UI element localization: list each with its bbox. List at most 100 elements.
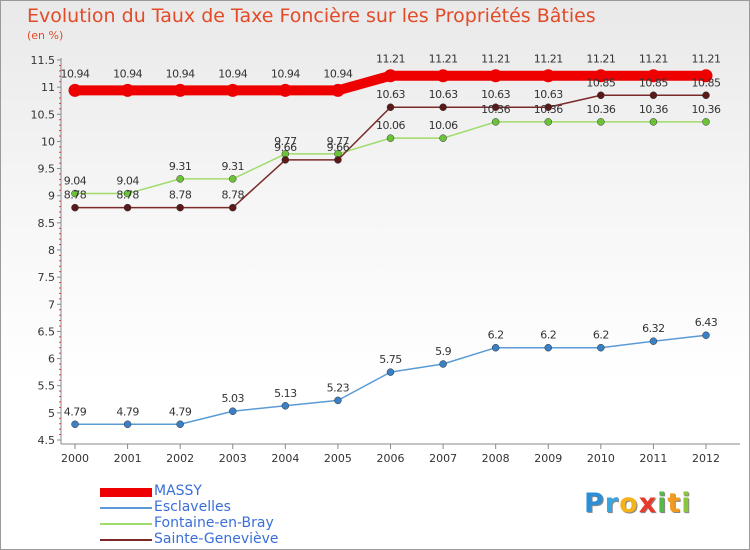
data-point	[229, 407, 237, 415]
data-point	[71, 420, 79, 429]
x-tick-label: 2010	[587, 452, 615, 465]
data-point	[702, 91, 710, 100]
data-point	[71, 189, 79, 198]
legend-swatch	[100, 539, 152, 541]
data-point	[384, 69, 397, 83]
data-label: 11.21	[692, 53, 721, 66]
data-label: 10.06	[429, 119, 458, 132]
data-point	[544, 118, 552, 126]
x-tick-label: 2012	[692, 452, 720, 465]
data-point	[123, 203, 132, 212]
data-label: 10.94	[166, 67, 195, 80]
legend-item: Esclavelles	[100, 499, 360, 516]
data-label: 11.21	[429, 53, 458, 66]
y-tick-label: 8	[48, 244, 55, 257]
data-point	[68, 83, 82, 97]
y-tick-label: 5	[48, 407, 55, 420]
data-point	[699, 69, 713, 83]
data-label: 4.79	[64, 405, 87, 418]
y-tick-label: 6	[48, 353, 55, 366]
y-tick-label: 9	[48, 190, 55, 203]
data-point	[121, 83, 135, 97]
data-label: 4.79	[169, 405, 192, 418]
data-label: 8.78	[169, 189, 192, 202]
data-label: 10.36	[534, 103, 563, 116]
legend-item: MASSY	[100, 483, 360, 500]
data-point	[229, 203, 237, 212]
data-point	[544, 103, 552, 111]
data-point	[334, 396, 342, 405]
data-point	[281, 402, 290, 410]
data-label: 10.85	[586, 76, 615, 89]
legend-label: Fontaine-en-Bray	[154, 515, 274, 531]
data-label: 6.2	[488, 329, 504, 342]
data-point	[489, 69, 503, 83]
y-tick-label: 8.5	[38, 217, 56, 230]
data-label: 9.04	[116, 175, 139, 188]
x-tick-label: 2006	[377, 452, 405, 465]
data-label: 5.03	[222, 392, 245, 405]
legend-swatch	[100, 523, 152, 525]
data-point	[123, 189, 132, 198]
data-label: 8.78	[116, 189, 139, 202]
data-label: 9.77	[327, 135, 350, 148]
data-point	[597, 343, 605, 352]
x-tick-label: 2003	[219, 452, 247, 465]
x-tick-label: 2002	[166, 452, 194, 465]
data-label: 10.63	[481, 88, 510, 101]
unit-label: (en %)	[27, 29, 64, 42]
data-point	[331, 83, 345, 97]
data-label: 9.66	[274, 141, 297, 154]
data-label: 10.94	[323, 67, 352, 80]
y-tick-label: 4.5	[38, 434, 56, 447]
data-point	[123, 420, 132, 429]
data-point	[229, 175, 237, 183]
legend-item: Sainte-Geneviève	[100, 531, 360, 548]
data-label: 8.78	[64, 189, 87, 202]
data-point	[439, 134, 447, 142]
x-tick-label: 2005	[324, 452, 352, 465]
data-label: 9.31	[222, 160, 245, 173]
data-point	[491, 103, 500, 111]
data-point	[386, 103, 395, 111]
data-label: 11.21	[481, 53, 510, 66]
legend-label: Esclavelles	[154, 499, 231, 515]
data-point	[71, 203, 79, 212]
logo-letter: r	[604, 488, 620, 519]
logo-letter: o	[619, 488, 639, 519]
x-tick-label: 2004	[271, 452, 299, 465]
y-tick-label: 11	[41, 81, 55, 94]
y-tick-label: 7.5	[38, 271, 56, 284]
data-point	[594, 69, 608, 83]
data-point	[649, 337, 658, 345]
data-point	[386, 134, 395, 142]
data-label: 9.31	[169, 160, 192, 173]
data-label: 6.43	[695, 316, 718, 329]
data-point	[649, 91, 658, 100]
y-tick-label: 7	[48, 298, 55, 311]
y-tick-label: 5.5	[38, 380, 56, 393]
data-label: 10.85	[639, 76, 668, 89]
data-label: 11.21	[376, 53, 405, 66]
y-tick-label: 11.5	[31, 54, 56, 67]
data-label: 10.06	[376, 119, 405, 132]
data-label: 11.21	[586, 53, 615, 66]
data-point	[597, 91, 605, 100]
data-label: 10.85	[692, 76, 721, 89]
data-label: 9.77	[274, 135, 297, 148]
logo-letter: t	[667, 488, 682, 519]
data-label: 10.94	[61, 67, 90, 80]
logo-letter: P	[584, 488, 605, 519]
data-label: 10.94	[218, 67, 247, 80]
data-label: 6.32	[642, 322, 665, 335]
data-label: 10.63	[534, 88, 563, 101]
data-point	[439, 103, 447, 111]
series-line-fontaine-en-bray	[75, 121, 706, 195]
logo-letter: i	[681, 488, 692, 519]
data-point	[541, 69, 555, 83]
legend-swatch	[100, 507, 152, 509]
data-label: 5.13	[274, 387, 297, 400]
data-label: 6.2	[593, 329, 609, 342]
y-tick-label: 6.5	[38, 325, 56, 338]
y-tick-label: 10.5	[31, 108, 56, 121]
